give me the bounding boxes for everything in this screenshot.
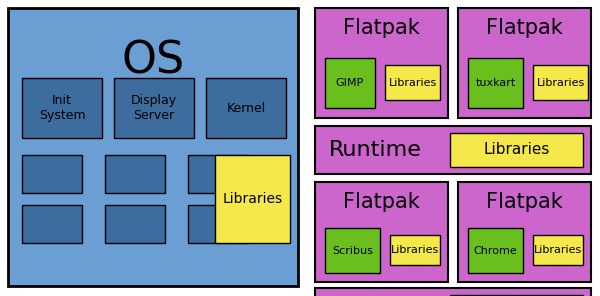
Bar (188, 205, 248, 243)
Text: Scribus: Scribus (332, 245, 373, 255)
Bar (22, 205, 82, 243)
Bar (325, 58, 375, 108)
Bar (315, 288, 591, 296)
Bar (468, 228, 523, 273)
Text: Libraries: Libraries (391, 245, 439, 255)
Bar (533, 65, 588, 100)
Text: Flatpak: Flatpak (486, 192, 563, 212)
Bar (105, 155, 165, 193)
Bar (450, 133, 583, 167)
Text: Chrome: Chrome (473, 245, 517, 255)
Bar (114, 78, 194, 138)
Text: Flatpak: Flatpak (343, 192, 420, 212)
Text: Flatpak: Flatpak (343, 18, 420, 38)
Text: Libraries: Libraries (388, 78, 437, 88)
Bar (8, 8, 298, 286)
Text: Init
System: Init System (38, 94, 85, 122)
Bar (458, 182, 591, 282)
Text: tuxkart: tuxkart (475, 78, 515, 88)
Bar (458, 8, 591, 118)
Bar (468, 58, 523, 108)
Text: Libraries: Libraries (484, 142, 550, 157)
Bar (533, 235, 583, 265)
Text: Display
Server: Display Server (131, 94, 177, 122)
Bar (215, 155, 290, 243)
Bar (105, 205, 165, 243)
Bar (385, 65, 440, 100)
Text: Flatpak: Flatpak (486, 18, 563, 38)
Bar (450, 295, 583, 296)
Bar (390, 235, 440, 265)
Text: Libraries: Libraries (536, 78, 584, 88)
Bar (22, 78, 102, 138)
Bar (22, 155, 82, 193)
Text: Libraries: Libraries (223, 192, 283, 206)
Text: Libraries: Libraries (534, 245, 582, 255)
Text: Runtime: Runtime (329, 140, 421, 160)
Bar (188, 155, 248, 193)
Text: OS: OS (121, 40, 185, 83)
Text: GIMP: GIMP (336, 78, 364, 88)
Bar (325, 228, 380, 273)
Bar (315, 8, 448, 118)
Bar (315, 126, 591, 174)
Text: Kernel: Kernel (226, 102, 266, 115)
Bar (315, 182, 448, 282)
Bar (206, 78, 286, 138)
